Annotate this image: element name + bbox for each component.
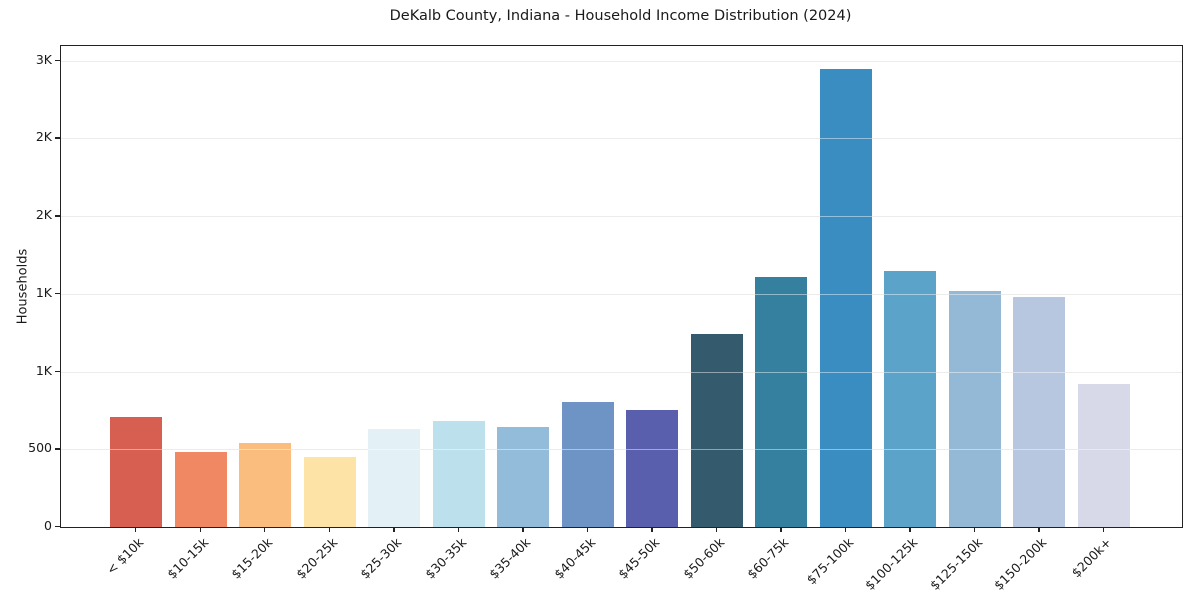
y-tick-mark — [55, 215, 60, 217]
bar-$30-35k — [432, 420, 485, 527]
bar-< $10k — [110, 416, 162, 527]
gridline — [61, 60, 1182, 62]
bar-$25-30k — [368, 429, 421, 527]
x-tick-mark — [780, 527, 782, 532]
gridline — [61, 216, 1182, 218]
x-tick-mark — [135, 527, 137, 532]
bar-$40-45k — [561, 401, 614, 527]
y-tick-label: 1K — [35, 284, 52, 300]
chart-title: DeKalb County, Indiana - Household Incom… — [389, 8, 852, 24]
y-tick-mark — [55, 292, 60, 295]
y-tick-mark — [55, 370, 60, 372]
gridline — [61, 293, 1182, 295]
bar-$200k+ — [1077, 384, 1130, 527]
x-tick-mark — [393, 527, 395, 532]
gridline-overlay — [61, 371, 1182, 373]
gridline-overlay — [61, 138, 1182, 140]
x-tick-mark — [199, 527, 201, 532]
y-tick-mark — [55, 448, 60, 450]
x-tick-mark — [909, 527, 911, 532]
y-tick-mark — [55, 59, 60, 62]
x-tick-mark — [973, 527, 976, 532]
y-tick-label: 2K — [35, 129, 52, 145]
x-tick-mark — [522, 527, 524, 532]
y-tick-mark — [55, 137, 60, 139]
gridline-overlay — [61, 216, 1182, 218]
y-tick-label: 2K — [35, 207, 52, 223]
x-tick-mark — [1038, 527, 1040, 532]
x-tick-mark — [715, 527, 718, 532]
plot-area — [60, 45, 1183, 528]
gridline — [61, 449, 1182, 451]
bar-$60-75k — [755, 276, 808, 527]
bar-$15-20k — [239, 443, 292, 527]
bar-$125-150k — [948, 290, 1001, 527]
y-tick-label: 500 — [28, 440, 52, 456]
x-tick-mark — [844, 527, 847, 532]
gridline-overlay — [61, 449, 1182, 451]
gridline — [61, 371, 1182, 373]
y-tick-label: 1K — [35, 362, 52, 378]
x-tick-label: < $10k — [103, 534, 147, 578]
gridline-overlay — [61, 293, 1182, 295]
gridline-overlay — [61, 60, 1182, 62]
bar-$35-40k — [497, 426, 550, 527]
bar-$10-15k — [174, 452, 227, 527]
bar-$100-125k — [884, 271, 937, 527]
y-tick-label: 3K — [35, 51, 52, 67]
bar-$75-100k — [819, 69, 872, 527]
x-tick-mark — [651, 527, 653, 532]
bar-$45-50k — [626, 410, 679, 527]
x-tick-mark — [328, 527, 330, 532]
y-tick-mark — [55, 526, 60, 528]
bar-$20-25k — [303, 457, 356, 527]
gridline — [61, 138, 1182, 140]
x-tick-mark — [457, 527, 460, 532]
y-tick-label: 0 — [44, 518, 52, 533]
x-tick-mark — [586, 527, 589, 532]
bar-$150-200k — [1013, 296, 1066, 527]
bar-$50-60k — [690, 333, 743, 527]
x-tick-mark — [264, 527, 266, 532]
x-tick-mark — [1102, 527, 1105, 532]
